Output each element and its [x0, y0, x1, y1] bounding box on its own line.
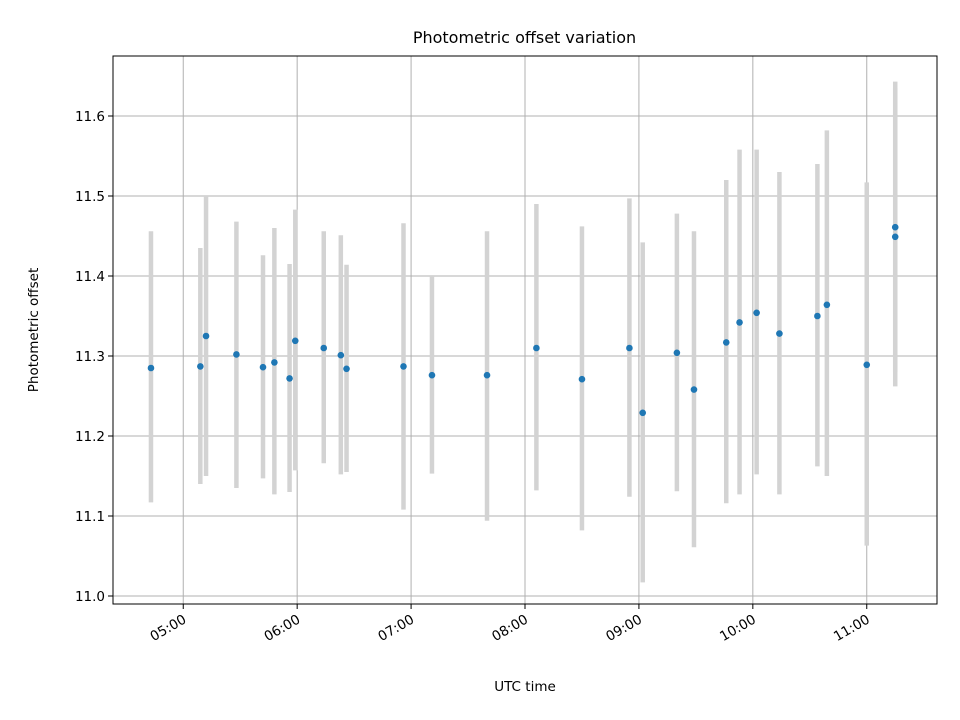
y-tick-label: 11.1: [75, 509, 105, 525]
data-point: [891, 233, 899, 241]
x-axis-label: UTC time: [494, 679, 556, 695]
grid-lines: [113, 56, 937, 604]
data-point: [722, 339, 730, 346]
data-point: [428, 371, 436, 379]
data-point: [690, 386, 698, 393]
data-point: [626, 344, 633, 352]
data-point: [202, 332, 210, 340]
data-point: [814, 312, 821, 320]
y-axis-ticks: 11.0 11.1 11.2 11.3 11.4 11.5 11.6: [75, 109, 113, 605]
data-point: [639, 409, 647, 417]
data-point: [736, 319, 743, 326]
data-point: [673, 349, 681, 357]
data-point: [197, 363, 204, 370]
chart-title: Photometric offset variation: [413, 28, 636, 47]
data-point: [291, 337, 299, 345]
data-point: [578, 375, 586, 383]
data-point: [863, 361, 871, 369]
data-point: [320, 344, 328, 352]
data-point: [147, 364, 155, 372]
data-point: [753, 309, 760, 317]
y-tick-label: 11.3: [75, 349, 105, 365]
data-points: [147, 223, 899, 417]
data-point: [286, 375, 293, 382]
data-point: [271, 359, 278, 366]
data-point: [776, 330, 783, 337]
y-tick-label: 11.2: [75, 429, 105, 445]
y-axis-label: Photometric offset: [26, 268, 42, 392]
data-point: [533, 344, 540, 352]
data-point: [483, 371, 491, 379]
data-point: [343, 365, 350, 373]
data-point: [823, 301, 831, 309]
y-tick-label: 11.6: [75, 109, 105, 125]
data-point: [891, 223, 899, 231]
data-point: [259, 363, 267, 371]
data-point: [337, 351, 345, 359]
y-tick-label: 11.4: [75, 269, 105, 285]
y-tick-label: 11.0: [75, 589, 105, 605]
y-tick-label: 11.5: [75, 189, 105, 205]
data-point: [400, 363, 407, 370]
data-point: [233, 351, 240, 358]
